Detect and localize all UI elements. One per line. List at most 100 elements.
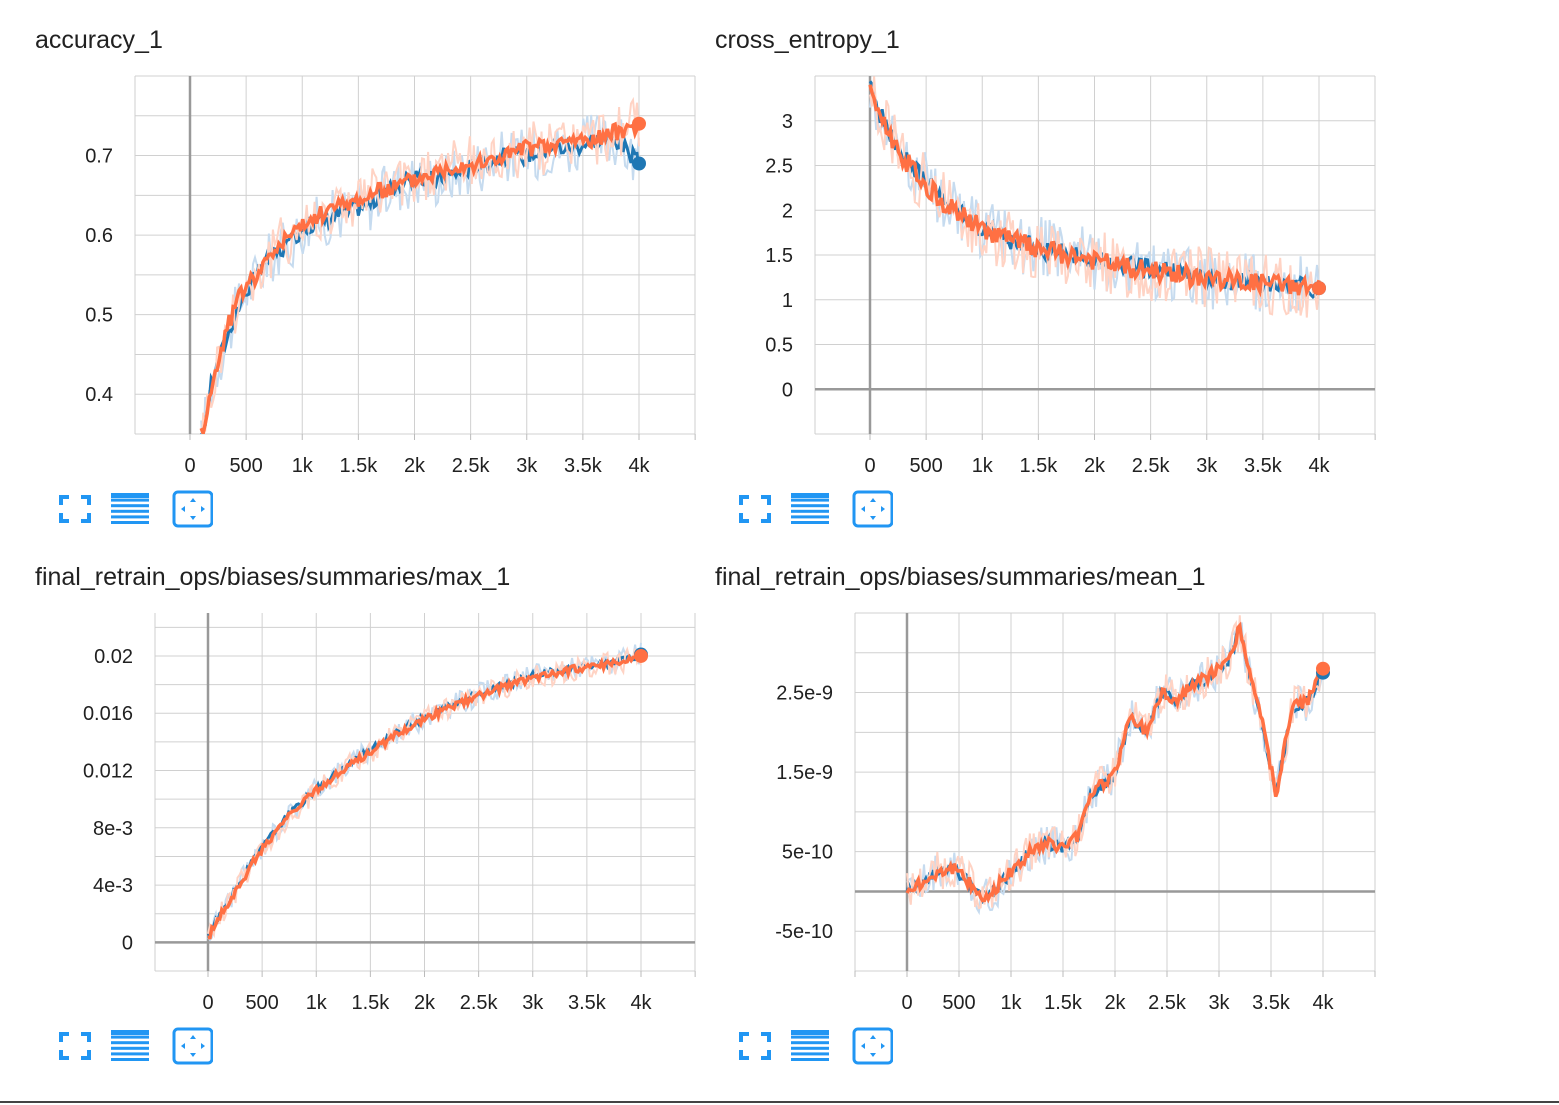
x-tick-label: 3.5k bbox=[1244, 455, 1283, 477]
x-tick-label: 0 bbox=[864, 455, 875, 477]
y-tick-label: 0.7 bbox=[85, 146, 113, 168]
chart-card-accuracy: accuracy_1 0 500 1k 1.5k 2k 2.5k 3k 3.5k 4k 0.4 0.… bbox=[35, 0, 715, 530]
series-raw-line bbox=[200, 114, 640, 434]
y-tick-label: 4e-3 bbox=[93, 875, 133, 897]
series-raw-line bbox=[906, 615, 1324, 910]
x-tick-label: 1k bbox=[292, 455, 314, 477]
series-smoothed-line bbox=[207, 652, 643, 940]
list-icon bbox=[791, 1030, 829, 1061]
y-tick-label: 2 bbox=[782, 200, 793, 222]
x-tick-label: 1.5k bbox=[1019, 455, 1058, 477]
x-tick-label: 500 bbox=[245, 992, 278, 1014]
fit-domain-button[interactable] bbox=[851, 490, 893, 528]
series-smoothed-line bbox=[199, 121, 641, 434]
expand-button[interactable] bbox=[53, 1027, 95, 1065]
y-tick-label: 1 bbox=[782, 290, 793, 312]
x-tick-label: 500 bbox=[229, 455, 262, 477]
x-tick-label: 1k bbox=[306, 992, 328, 1014]
fit-domain-button[interactable] bbox=[851, 1027, 893, 1065]
y-tick-label: 1.5e-9 bbox=[776, 762, 833, 784]
y-tick-label: 0.4 bbox=[85, 384, 113, 406]
fit-domain-icon bbox=[172, 490, 213, 528]
chart-plot-mean[interactable]: 0 500 1k 1.5k 2k 2.5k 3k 3.5k 4k -5e-10 5e-10 1.5e-… bbox=[715, 537, 1395, 1027]
x-tick-label: 2k bbox=[1104, 992, 1126, 1014]
y-tick-label: 0.012 bbox=[83, 761, 133, 783]
x-tick-label: 2.5k bbox=[1132, 455, 1171, 477]
x-tick-label: 1.5k bbox=[1044, 992, 1083, 1014]
x-tick-label: 4k bbox=[1308, 455, 1330, 477]
toggle-log-button[interactable] bbox=[109, 1027, 151, 1065]
fit-domain-icon bbox=[852, 490, 893, 528]
x-tick-label: 1.5k bbox=[351, 992, 390, 1014]
x-tick-label: 2.5k bbox=[1148, 992, 1187, 1014]
x-tick-label: 0 bbox=[901, 992, 912, 1014]
x-tick-label: 2.5k bbox=[460, 992, 499, 1014]
y-tick-label: 8e-3 bbox=[93, 818, 133, 840]
y-tick-label: 1.5 bbox=[765, 245, 793, 267]
x-tick-label: 3k bbox=[522, 992, 544, 1014]
x-tick-label: 3.5k bbox=[568, 992, 607, 1014]
series-smoothed-line bbox=[905, 621, 1325, 904]
x-tick-label: 500 bbox=[909, 455, 942, 477]
chart-title: final_retrain_ops/biases/summaries/max_1 bbox=[35, 563, 511, 591]
fit-domain-button[interactable] bbox=[171, 1027, 213, 1065]
series-end-point bbox=[1312, 281, 1326, 296]
fullscreen-icon bbox=[59, 1032, 91, 1060]
x-tick-label: 1k bbox=[972, 455, 994, 477]
y-tick-label: 0.02 bbox=[94, 646, 133, 668]
expand-button[interactable] bbox=[733, 490, 775, 528]
grid bbox=[854, 612, 1376, 972]
series-raw-line bbox=[201, 96, 640, 434]
fit-domain-icon bbox=[172, 1027, 213, 1065]
fullscreen-icon bbox=[739, 1032, 771, 1060]
x-tick-label: 3k bbox=[516, 455, 538, 477]
x-tick-label: 0 bbox=[184, 455, 195, 477]
x-tick-label: 2k bbox=[414, 992, 436, 1014]
x-tick-label: 2k bbox=[1084, 455, 1106, 477]
page-divider bbox=[0, 1101, 1559, 1103]
list-icon bbox=[111, 1030, 149, 1061]
y-tick-label: 0 bbox=[782, 379, 793, 401]
toggle-log-button[interactable] bbox=[109, 490, 151, 528]
chart-title: cross_entropy_1 bbox=[715, 26, 900, 54]
x-tick-label: 4k bbox=[1312, 992, 1334, 1014]
fullscreen-icon bbox=[739, 495, 771, 523]
fit-domain-button[interactable] bbox=[171, 490, 213, 528]
chart-card-mean: final_retrain_ops/biases/summaries/mean_… bbox=[715, 537, 1395, 1067]
y-tick-label: 5e-10 bbox=[782, 842, 833, 864]
y-tick-label: 0.5 bbox=[765, 335, 793, 357]
chart-plot-accuracy[interactable]: 0 500 1k 1.5k 2k 2.5k 3k 3.5k 4k 0.4 0.5 0.6 0.7 bbox=[35, 0, 715, 490]
y-tick-label: 0.6 bbox=[85, 225, 113, 247]
expand-button[interactable] bbox=[53, 490, 95, 528]
series-end-point bbox=[1316, 661, 1330, 676]
series-end-point bbox=[632, 116, 646, 131]
list-icon bbox=[111, 493, 149, 524]
chart-plot-cross-entropy[interactable]: 0 500 1k 1.5k 2k 2.5k 3k 3.5k 4k 0 0.5 1 1.5 2 2.5 3 bbox=[715, 0, 1395, 490]
x-tick-label: 3.5k bbox=[1252, 992, 1291, 1014]
fit-domain-icon bbox=[852, 1027, 893, 1065]
y-tick-label: -5e-10 bbox=[775, 921, 833, 943]
x-tick-label: 4k bbox=[630, 992, 652, 1014]
y-tick-label: 2.5 bbox=[765, 156, 793, 178]
x-tick-label: 3k bbox=[1196, 455, 1218, 477]
chart-card-max: final_retrain_ops/biases/summaries/max_1… bbox=[35, 537, 715, 1067]
x-tick-label: 0 bbox=[202, 992, 213, 1014]
x-tick-label: 500 bbox=[942, 992, 975, 1014]
x-tick-label: 1.5k bbox=[339, 455, 378, 477]
x-tick-label: 1k bbox=[1000, 992, 1022, 1014]
chart-card-cross-entropy: cross_entropy_1 0 500 1k 1.5k 2k 2.5k 3k 3.5k 4k… bbox=[715, 0, 1395, 530]
series-end-point bbox=[632, 156, 646, 171]
chart-plot-max[interactable]: 0 500 1k 1.5k 2k 2.5k 3k 3.5k 4k 0 4e-3 8e-3 0.012 0.… bbox=[35, 537, 715, 1027]
list-icon bbox=[791, 493, 829, 524]
y-tick-label: 2.5e-9 bbox=[776, 683, 833, 705]
series-smoothed-line bbox=[868, 84, 1321, 298]
fullscreen-icon bbox=[59, 495, 91, 523]
x-tick-label: 4k bbox=[628, 455, 650, 477]
toggle-log-button[interactable] bbox=[789, 490, 831, 528]
x-tick-label: 2k bbox=[404, 455, 426, 477]
toggle-log-button[interactable] bbox=[789, 1027, 831, 1065]
y-tick-label: 0 bbox=[122, 932, 133, 954]
y-tick-label: 0.016 bbox=[83, 703, 133, 725]
expand-button[interactable] bbox=[733, 1027, 775, 1065]
chart-title: final_retrain_ops/biases/summaries/mean_… bbox=[715, 563, 1206, 591]
